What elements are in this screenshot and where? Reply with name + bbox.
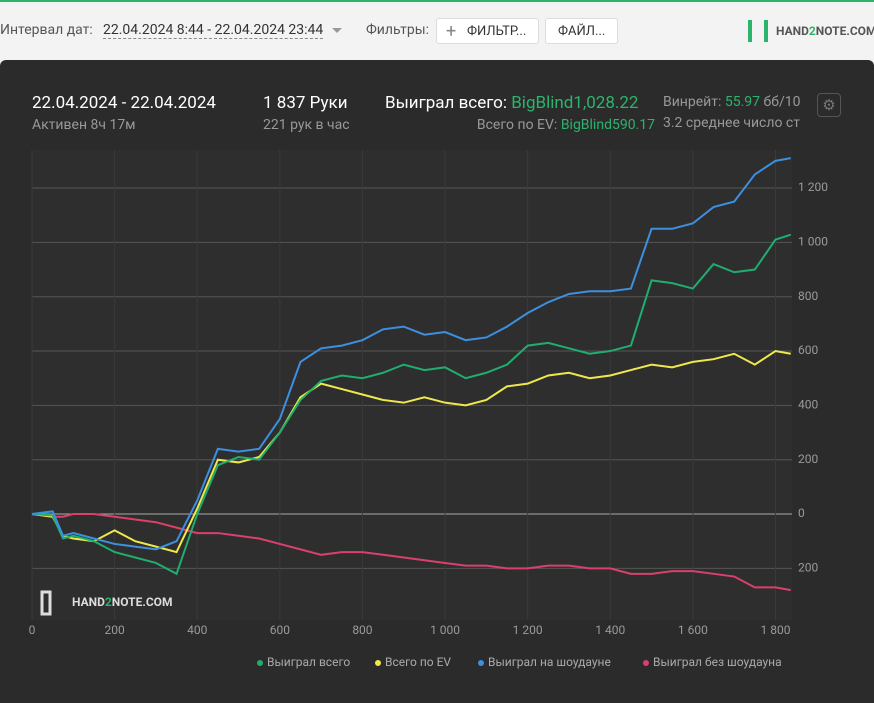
y-tick-label: 200: [798, 561, 818, 575]
plot-area: [32, 150, 792, 620]
date-label: Интервал дат:: [0, 22, 93, 38]
avg-players: 3.2 среднее число ст: [663, 115, 800, 131]
y-tick-label: 200: [798, 452, 818, 466]
x-tick-label: 600: [270, 623, 290, 637]
ev-value: BigBlind590.17: [560, 117, 655, 133]
legend-item: Всего по EV: [375, 655, 451, 669]
x-tick-label: 1 400: [595, 623, 625, 637]
x-tick-label: 1 200: [513, 623, 543, 637]
y-tick-label: 600: [798, 343, 818, 357]
active-time: Активен 8ч 17м: [32, 117, 136, 133]
chart: 200 0 200 400 600 800 1 000 1 200 0 200 400 600 800 1…: [29, 150, 828, 669]
legend-dot: [257, 660, 263, 666]
x-tick-label: 1 000: [430, 623, 460, 637]
x-tick-label: 1 600: [678, 623, 708, 637]
logo-part: HAND: [776, 24, 809, 38]
x-tick-label: 800: [352, 623, 372, 637]
logo-part: NOTE.COM: [815, 24, 874, 38]
logo-part: 2: [808, 24, 816, 38]
dates: 22.04.2024 - 22.04.2024: [32, 93, 216, 113]
toolbar: Интервал дат: 22.04.2024 8:44 - 22.04.20…: [0, 0, 874, 60]
series-line: [31, 513, 791, 592]
winrate: Винрейт: 55.97 бб/10: [663, 94, 801, 110]
ev-total: Всего по EV: BigBlind590.17: [477, 117, 655, 133]
y-tick-label: 1 000: [798, 235, 828, 249]
logo-icon: [748, 20, 768, 42]
x-tick-label: 0: [29, 623, 36, 637]
y-tick-label: 1 200: [798, 180, 828, 194]
filter-button[interactable]: + ФИЛЬТР...: [436, 18, 540, 44]
hands-per-hour: 221 рук в час: [263, 117, 350, 133]
watermark-part: NOTE.COM: [112, 595, 173, 609]
y-tick-label: 800: [798, 289, 818, 303]
watermark: HAND2NOTE.COM: [72, 595, 172, 609]
x-tick-label: 400: [187, 623, 207, 637]
winrate-unit: бб/10: [763, 94, 801, 110]
hands: 1 837 Руки: [263, 93, 348, 113]
filter-text: ФИЛЬТР...: [467, 24, 527, 39]
legend-label: Всего по EV: [385, 655, 451, 669]
x-tick-label: 200: [104, 623, 124, 637]
watermark-icon: [40, 590, 52, 616]
winrate-value: 55.97: [724, 94, 761, 110]
filters-label: Фильтры:: [366, 22, 429, 38]
winrate-label: Винрейт:: [663, 94, 722, 110]
won-label: Выиграл всего:: [385, 93, 507, 113]
x-tick-label: 1 800: [761, 623, 791, 637]
won-value: BigBlind1,028.22: [511, 93, 639, 113]
legend-item: Выиграл всего: [257, 655, 350, 669]
logo: HAND2NOTE.COM: [776, 24, 874, 38]
legend-dot: [375, 660, 381, 666]
legend-item: Выиграл без шоудауна: [643, 655, 782, 669]
watermark-part: 2: [105, 595, 112, 609]
y-tick-label: 400: [798, 398, 818, 412]
legend-dot: [643, 660, 649, 666]
series-line: [31, 233, 792, 576]
dropdown-arrow[interactable]: [332, 28, 342, 33]
date-range[interactable]: 22.04.2024 8:44 - 22.04.2024 23:44: [103, 22, 324, 39]
series-line: [31, 157, 791, 551]
ev-label: Всего по EV:: [476, 117, 558, 133]
series-line: [31, 349, 791, 554]
legend-label: Выиграл на шоудауне: [488, 655, 611, 669]
legend-label: Выиграл без шоудауна: [653, 655, 782, 669]
y-tick-label: 0: [798, 506, 805, 520]
legend-label: Выиграл всего: [267, 655, 350, 669]
legend-item: Выиграл на шоудауне: [478, 655, 611, 669]
legend-dot: [478, 660, 484, 666]
settings-button[interactable]: ⚙: [817, 93, 841, 117]
won-total: Выиграл всего: BigBlind1,028.22: [385, 93, 638, 113]
file-button[interactable]: ФАЙЛ...: [545, 18, 619, 44]
watermark-part: HAND: [72, 595, 105, 609]
